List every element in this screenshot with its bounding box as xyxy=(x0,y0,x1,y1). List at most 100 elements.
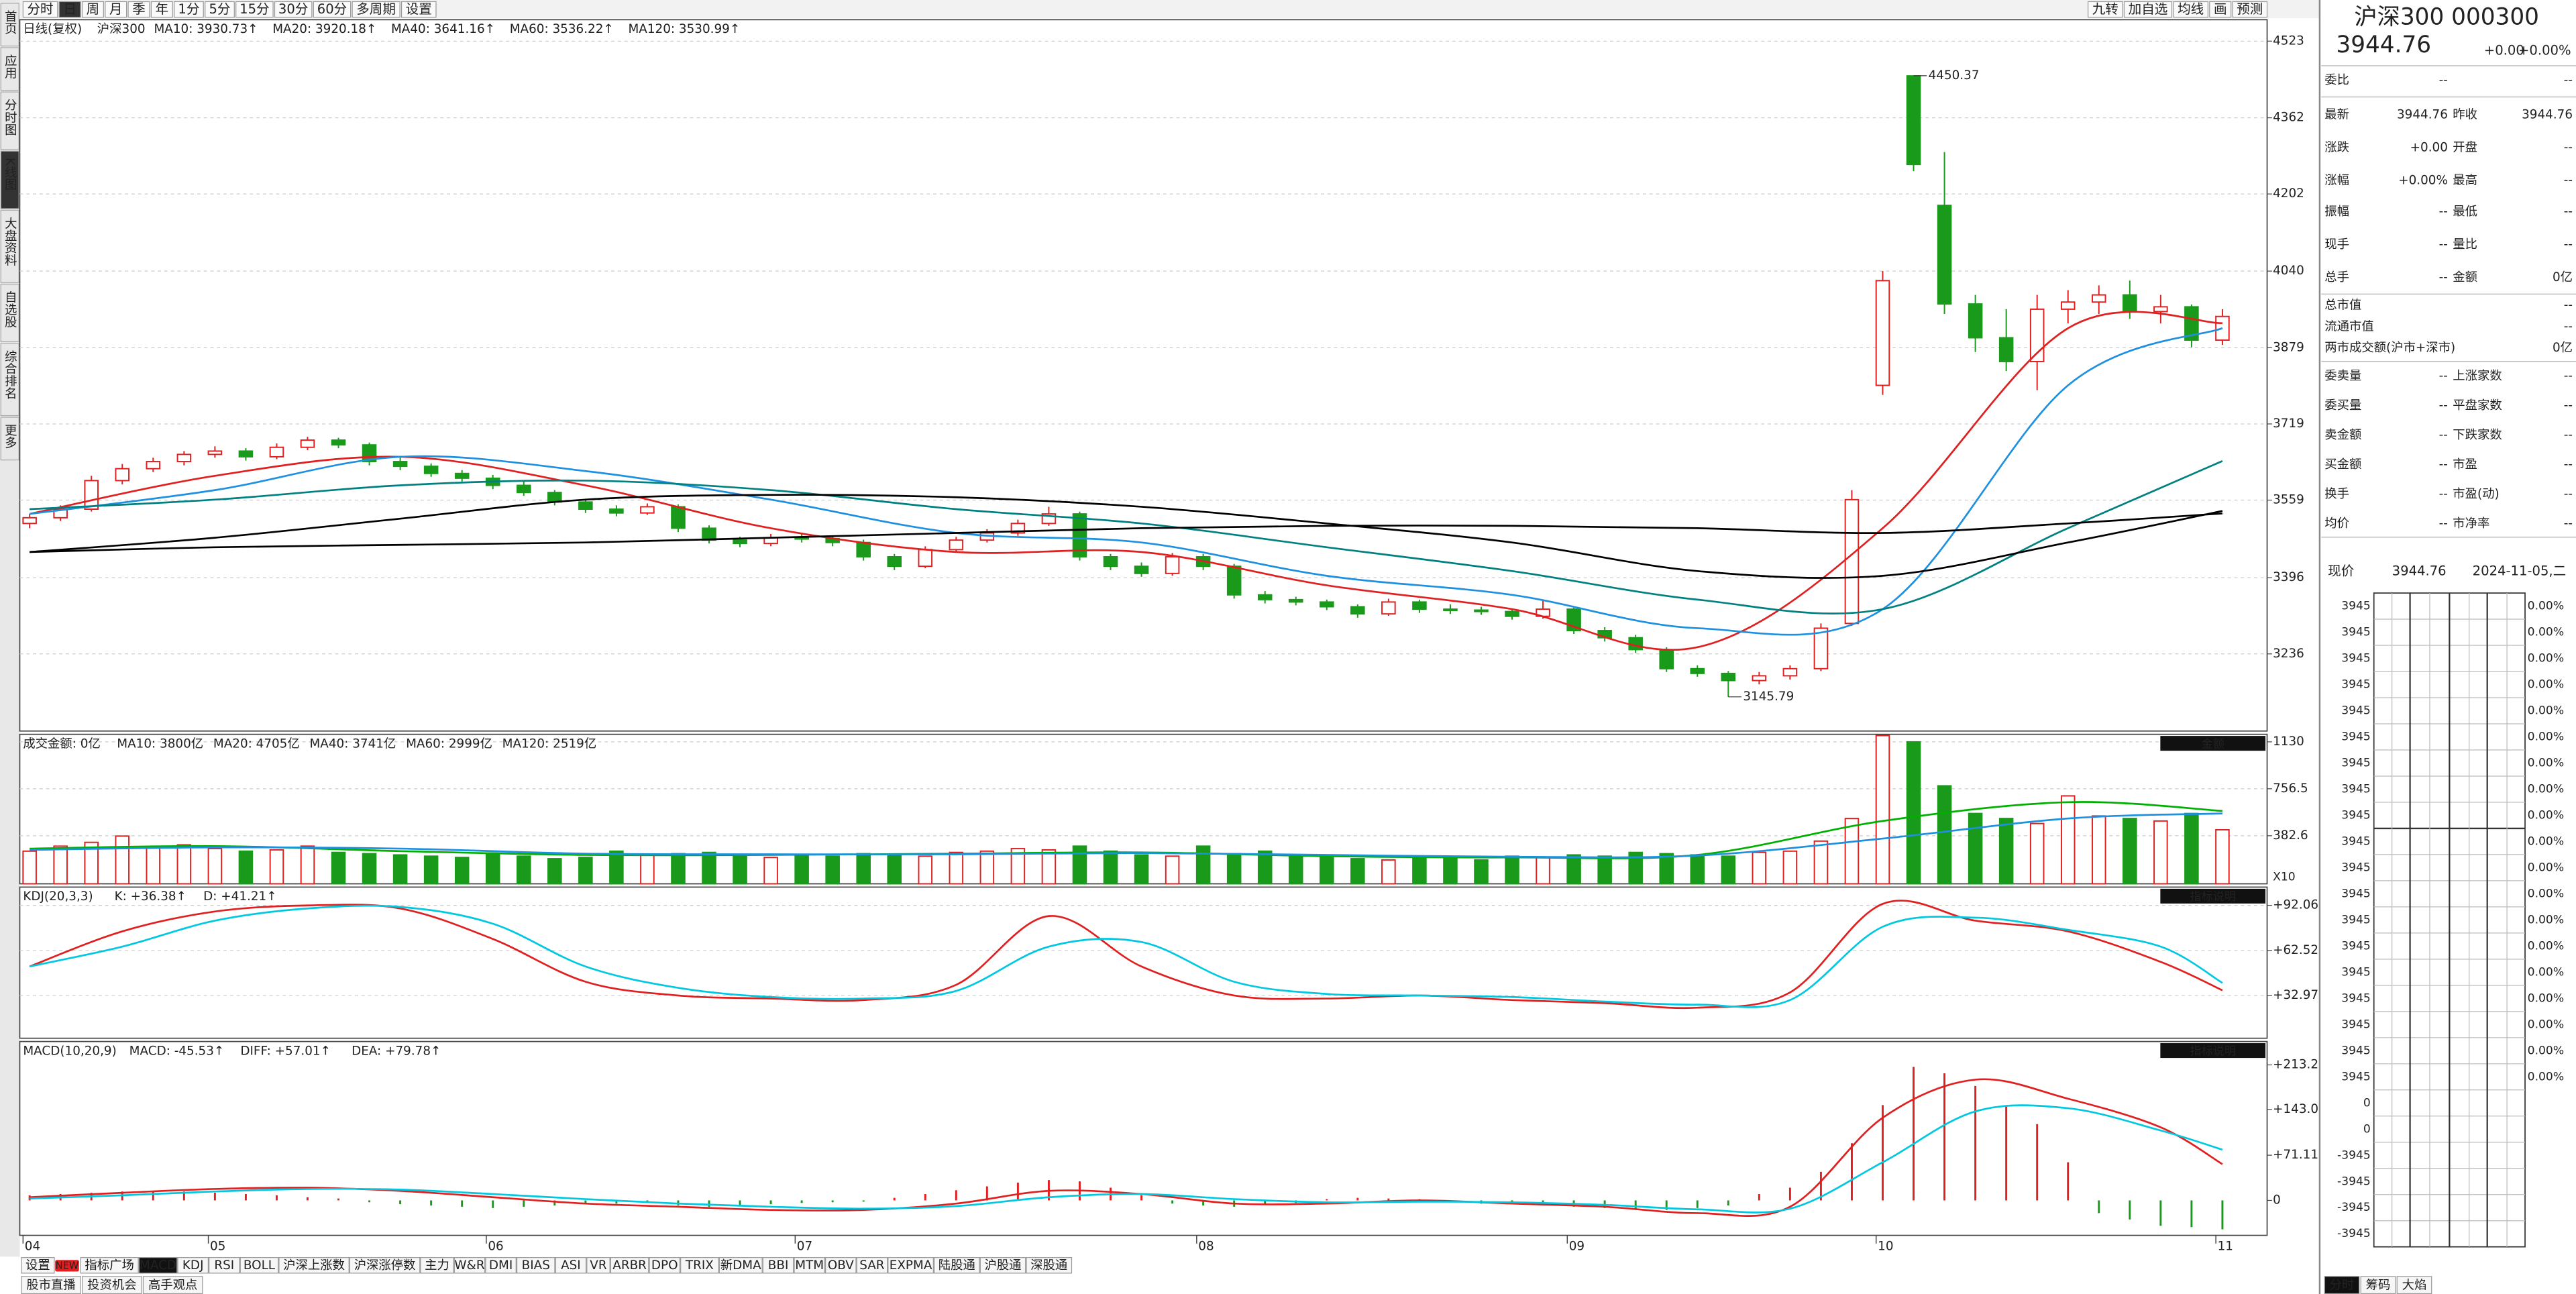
indicator-tab-label[interactable]: W&R xyxy=(454,1258,484,1273)
indicator-tab-label[interactable]: 沪深上涨数 xyxy=(283,1258,345,1273)
indicator-tab-label[interactable]: OBV xyxy=(828,1258,854,1273)
indicator-tab[interactable] xyxy=(80,1257,139,1274)
sidebar-item[interactable] xyxy=(0,209,19,283)
period-label[interactable]: 15分 xyxy=(239,1,270,17)
sidebar-label[interactable]: 大盘资料 xyxy=(3,217,17,266)
period-label[interactable]: 30分 xyxy=(278,1,309,17)
indicator-tab[interactable] xyxy=(888,1257,934,1274)
tool-label[interactable]: 画 xyxy=(2214,1,2227,17)
indicator-tab[interactable] xyxy=(453,1257,486,1274)
indicator-tab-label[interactable]: 陆股通 xyxy=(938,1258,975,1273)
indicator-tab[interactable] xyxy=(824,1257,857,1274)
indicator-tab[interactable] xyxy=(649,1257,681,1274)
sidebar-label[interactable]: 应用 xyxy=(3,54,17,79)
indicator-tab[interactable] xyxy=(209,1257,240,1274)
sidebar-label[interactable]: 自选股 xyxy=(3,290,17,327)
period-label[interactable]: 日 xyxy=(63,1,76,17)
period-button[interactable] xyxy=(22,1,58,18)
period-label[interactable]: 季 xyxy=(132,1,146,17)
indicator-tab-label[interactable]: 新DMA xyxy=(720,1258,761,1273)
indicator-tab[interactable] xyxy=(933,1257,980,1274)
bottom-tab-label[interactable]: 高手观点 xyxy=(148,1278,197,1292)
tool-button[interactable] xyxy=(2173,1,2208,18)
sidebar-item[interactable] xyxy=(0,47,19,91)
tool-button[interactable] xyxy=(2209,1,2232,18)
sidebar-label[interactable]: 分时图 xyxy=(3,99,17,136)
indicator-tab-label[interactable]: KDJ xyxy=(182,1258,204,1273)
indicator-tab-label[interactable]: ARBR xyxy=(612,1258,647,1273)
indicator-tab[interactable] xyxy=(278,1257,350,1274)
period-label[interactable]: 多周期 xyxy=(356,1,396,17)
panel-button[interactable] xyxy=(2160,888,2266,904)
sidebar-item[interactable] xyxy=(0,343,19,417)
period-label[interactable]: 1分 xyxy=(178,1,199,17)
quote-tab[interactable] xyxy=(2396,1276,2432,1294)
indicator-tab-label[interactable]: ASI xyxy=(561,1258,581,1273)
indicator-tab-label[interactable]: RSI xyxy=(214,1258,234,1273)
indicator-tab[interactable] xyxy=(718,1257,763,1274)
indicator-tab[interactable] xyxy=(21,1257,55,1274)
indicator-tab[interactable] xyxy=(586,1257,610,1274)
period-button[interactable] xyxy=(313,1,352,18)
period-label[interactable]: 周 xyxy=(87,1,100,17)
period-button[interactable] xyxy=(127,1,150,18)
period-label[interactable]: 设置 xyxy=(406,1,432,17)
sidebar-label[interactable]: 更多 xyxy=(3,424,17,449)
indicator-tab[interactable] xyxy=(555,1257,587,1274)
sidebar-label[interactable]: K线图 xyxy=(3,158,17,191)
indicator-tab[interactable] xyxy=(485,1257,517,1274)
indicator-tab[interactable] xyxy=(177,1257,209,1274)
indicator-tab-label[interactable]: MTM xyxy=(795,1258,824,1273)
indicator-tab[interactable] xyxy=(516,1257,555,1274)
quote-tab-label[interactable]: 筹码 xyxy=(2366,1278,2391,1292)
indicator-tab[interactable] xyxy=(1026,1257,1073,1274)
period-button[interactable] xyxy=(150,1,173,18)
indicator-tab-label[interactable]: 指标广场 xyxy=(85,1258,133,1273)
tool-label[interactable]: 均线 xyxy=(2178,1,2204,17)
indicator-tab[interactable] xyxy=(610,1257,649,1274)
bottom-tab-label[interactable]: 股市直播 xyxy=(26,1278,75,1292)
indicator-tab-label[interactable]: BBI xyxy=(768,1258,789,1273)
indicator-tab-label[interactable]: 沪深涨停数 xyxy=(354,1258,416,1273)
indicator-tab-label[interactable]: 沪股通 xyxy=(984,1258,1021,1273)
indicator-tab-label[interactable]: MACD xyxy=(140,1258,176,1273)
period-button[interactable] xyxy=(205,1,235,18)
indicator-tab-label[interactable]: VR xyxy=(590,1258,607,1273)
sidebar-label[interactable]: 首页 xyxy=(3,10,17,35)
quote-tab[interactable] xyxy=(2324,1276,2360,1294)
quote-tab-label[interactable]: 分时 xyxy=(2330,1278,2355,1292)
indicator-tab-label[interactable]: SAR xyxy=(859,1258,885,1273)
indicator-tab[interactable] xyxy=(239,1257,279,1274)
period-button[interactable] xyxy=(81,1,104,18)
panel-button[interactable] xyxy=(2160,736,2266,751)
indicator-tab-label[interactable]: TRIX xyxy=(685,1258,714,1273)
bottom-tab[interactable] xyxy=(21,1276,81,1294)
period-button[interactable] xyxy=(174,1,204,18)
panel-button-label[interactable]: 指标说明 xyxy=(2190,890,2236,904)
period-button[interactable] xyxy=(235,1,274,18)
indicator-tab[interactable] xyxy=(138,1257,178,1274)
period-label[interactable]: 5分 xyxy=(209,1,230,17)
indicator-tab[interactable] xyxy=(680,1257,719,1274)
period-button[interactable] xyxy=(105,1,127,18)
bottom-tab-label[interactable]: 投资机会 xyxy=(87,1278,136,1292)
indicator-tab[interactable] xyxy=(420,1257,454,1274)
indicator-tab[interactable] xyxy=(856,1257,888,1274)
panel-button[interactable] xyxy=(2160,1043,2266,1059)
indicator-tab-label[interactable]: EXPMA xyxy=(890,1258,932,1273)
period-button[interactable] xyxy=(274,1,313,18)
tool-label[interactable]: 九转 xyxy=(2092,1,2118,17)
sidebar-item[interactable] xyxy=(0,3,19,47)
indicator-tab[interactable] xyxy=(979,1257,1026,1274)
indicator-tab[interactable] xyxy=(762,1257,794,1274)
sidebar-item[interactable] xyxy=(0,284,19,342)
indicator-tab-label[interactable]: 主力 xyxy=(425,1258,449,1273)
sidebar-label[interactable]: 综合排名 xyxy=(3,350,17,399)
sidebar-item[interactable] xyxy=(0,417,19,461)
period-label[interactable]: 年 xyxy=(155,1,168,17)
tool-label[interactable]: 预测 xyxy=(2237,1,2263,17)
sidebar-item[interactable] xyxy=(0,91,19,150)
sidebar-item[interactable] xyxy=(0,150,19,209)
period-label[interactable]: 月 xyxy=(109,1,123,17)
indicator-tab-label[interactable]: 深股通 xyxy=(1030,1258,1067,1273)
